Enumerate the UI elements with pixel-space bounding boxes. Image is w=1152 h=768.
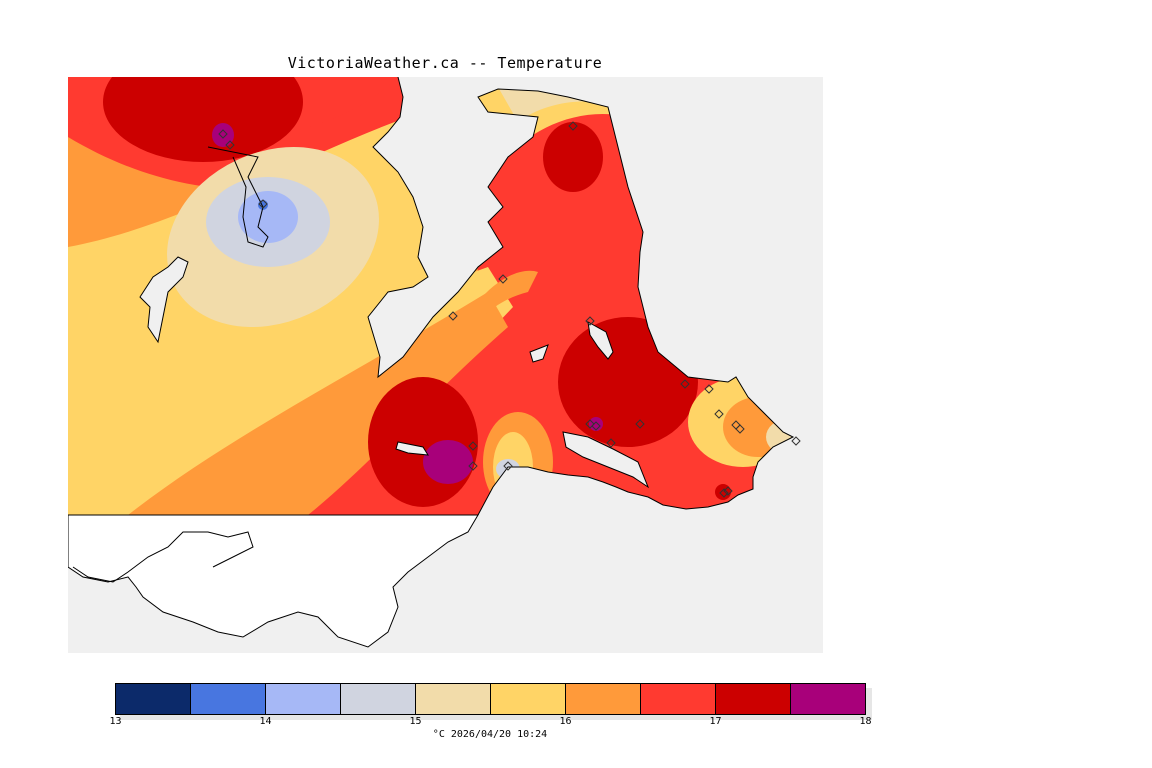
station-markers [218, 121, 801, 498]
harbour [562, 431, 650, 489]
legend-units: °C 2026/04/20 10:24 [0, 729, 980, 740]
legend-tick-label: 15 [409, 716, 422, 727]
lake-east [587, 321, 614, 360]
legend-tick-label: 16 [559, 716, 572, 727]
pond [529, 344, 549, 363]
legend-band [115, 683, 191, 715]
legend-band [265, 683, 341, 715]
temperature-map[interactable] [68, 77, 823, 653]
legend-band [790, 683, 866, 715]
legend-band [415, 683, 491, 715]
legend-tick-label: 14 [259, 716, 272, 727]
timestamp: 2026/04/20 10:24 [450, 729, 548, 740]
lake [395, 441, 429, 456]
inlet-saanich [139, 256, 189, 344]
units-label: °C [432, 729, 445, 740]
legend-band [565, 683, 641, 715]
legend-band [340, 683, 416, 715]
south-island-detail [72, 531, 254, 583]
inlet-west [207, 146, 269, 248]
legend-tick-label: 18 [859, 716, 872, 727]
south-shore-land [68, 514, 479, 648]
color-legend [115, 683, 866, 715]
legend-band [715, 683, 791, 715]
legend-tick-label: 13 [109, 716, 122, 727]
legend-band [490, 683, 566, 715]
map-title: VictoriaWeather.ca -- Temperature [287, 54, 603, 72]
legend-band [640, 683, 716, 715]
legend-tick-label: 17 [709, 716, 722, 727]
legend-band [190, 683, 266, 715]
coastline [367, 77, 795, 516]
